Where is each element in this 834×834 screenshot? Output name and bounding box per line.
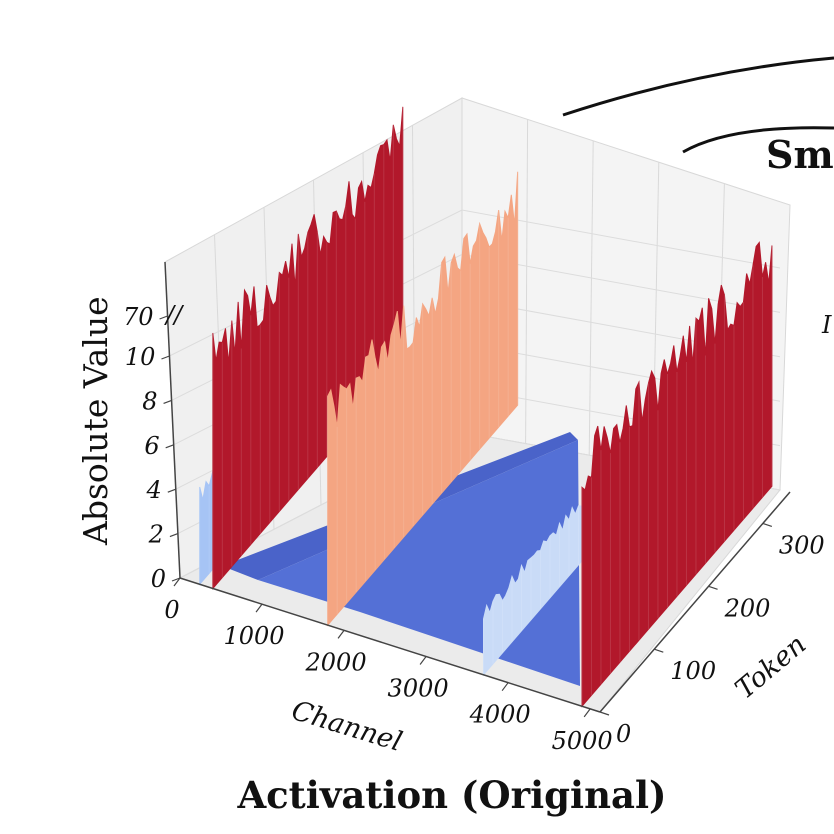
y-axis-ticks: 0 100 200 300 bbox=[599, 522, 825, 748]
connector-curve-lower bbox=[682, 126, 834, 154]
z-axis-line bbox=[164, 261, 181, 579]
z-tick-label: 2 bbox=[148, 521, 164, 549]
x-tick-mark bbox=[173, 577, 181, 587]
x-tick-label: 0 bbox=[164, 596, 179, 624]
z-tick-mark bbox=[163, 399, 172, 404]
x-tick-mark bbox=[419, 656, 427, 665]
y-tick-label: 100 bbox=[670, 657, 716, 685]
clipped-panel-title: Smo bbox=[766, 132, 834, 177]
grid-line bbox=[525, 119, 529, 444]
x-tick-mark bbox=[255, 603, 263, 613]
outlier-walls bbox=[199, 106, 773, 708]
y-axis-line bbox=[599, 491, 791, 713]
z-tick-label: 6 bbox=[144, 432, 159, 460]
outlier-wall bbox=[581, 241, 773, 708]
y-tick-label: 300 bbox=[779, 531, 825, 559]
z-tick-label: 8 bbox=[142, 387, 157, 415]
y-axis-label: Token bbox=[730, 629, 813, 705]
x-tick-mark bbox=[501, 682, 509, 692]
x-tick-label: 4000 bbox=[469, 701, 531, 729]
y-tick-mark bbox=[654, 648, 664, 653]
z-tick-label: 10 bbox=[125, 343, 156, 371]
outlier-wall bbox=[212, 106, 404, 590]
clipped-axis-label: I bbox=[821, 311, 832, 339]
grid-line bbox=[588, 140, 594, 456]
y-tick-mark bbox=[599, 711, 610, 716]
x-axis-line bbox=[179, 577, 601, 713]
z-axis-label: Absolute Value bbox=[76, 296, 115, 546]
z-axis-break-mark: // bbox=[164, 301, 185, 329]
z-tick-mark bbox=[171, 577, 181, 582]
y-tick-mark bbox=[762, 522, 773, 527]
z-tick-mark bbox=[169, 533, 179, 538]
chart-title: Activation (Original) bbox=[236, 773, 666, 817]
x-tick-mark bbox=[337, 629, 345, 639]
z-tick-label: 70 bbox=[123, 303, 154, 331]
z-tick-mark bbox=[167, 488, 176, 493]
x-tick-label: 1000 bbox=[223, 622, 284, 650]
z-tick-mark bbox=[165, 444, 174, 449]
z-axis-ticks: 0 2 4 6 8 10 70 bbox=[123, 303, 181, 593]
x-axis-label: Channel bbox=[288, 695, 406, 758]
connector-curve-upper bbox=[562, 56, 834, 117]
x-tick-mark bbox=[583, 708, 591, 718]
x-tick-label: 3000 bbox=[388, 675, 449, 703]
y-tick-label: 200 bbox=[724, 594, 771, 622]
y-tick-mark bbox=[708, 585, 718, 590]
x-axis-ticks: 0 1000 2000 3000 4000 5000 bbox=[164, 577, 613, 755]
x-tick-label: 2000 bbox=[305, 648, 367, 676]
z-tick-mark bbox=[161, 355, 170, 360]
x-tick-label: 5000 bbox=[552, 727, 613, 755]
z-tick-label: 4 bbox=[146, 476, 162, 504]
z-tick-mark bbox=[159, 315, 168, 320]
z-tick-label: 0 bbox=[151, 565, 166, 593]
y-tick-label: 0 bbox=[616, 720, 631, 748]
outlier-wall bbox=[327, 171, 519, 627]
